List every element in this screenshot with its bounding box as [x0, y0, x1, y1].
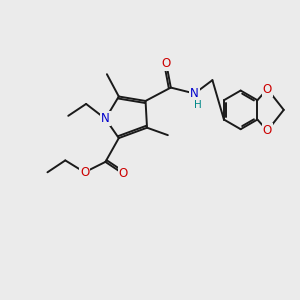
Text: H: H	[194, 100, 201, 110]
Text: O: O	[80, 166, 89, 179]
Text: O: O	[162, 57, 171, 70]
Text: N: N	[190, 87, 199, 100]
Text: O: O	[263, 82, 272, 96]
Text: O: O	[263, 124, 272, 137]
Text: N: N	[101, 112, 110, 125]
Text: O: O	[118, 167, 128, 180]
